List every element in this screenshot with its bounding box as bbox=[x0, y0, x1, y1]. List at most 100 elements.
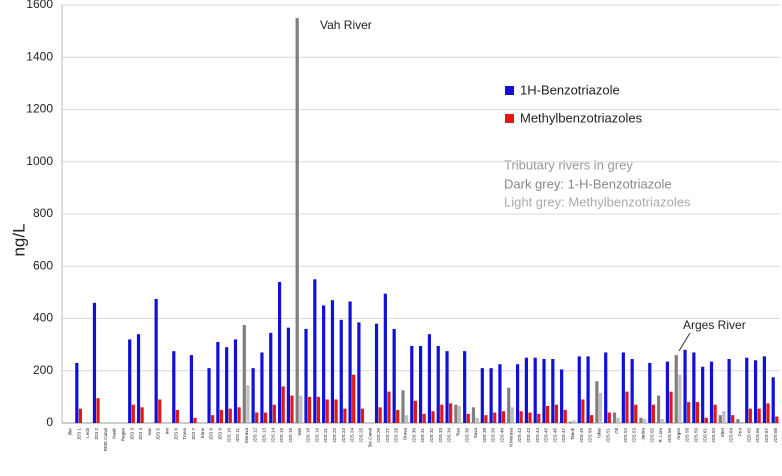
x-tick-label: JDS 68 bbox=[773, 428, 778, 443]
bar bbox=[225, 347, 229, 423]
bar bbox=[374, 323, 379, 423]
bar bbox=[410, 345, 414, 423]
annotation: Arges River bbox=[683, 318, 746, 332]
y-tick-label: 600 bbox=[33, 258, 53, 272]
bar bbox=[524, 357, 528, 423]
x-tick-label: JDS 66 bbox=[755, 428, 760, 443]
y-tick-label: 1000 bbox=[26, 154, 53, 168]
bar bbox=[581, 399, 585, 423]
bar bbox=[172, 351, 176, 423]
x-tick-label: JDS 59 bbox=[693, 428, 698, 443]
bar bbox=[718, 415, 722, 423]
bar bbox=[78, 408, 83, 423]
x-tick-label: JDS 45 bbox=[544, 428, 549, 443]
bar bbox=[687, 402, 691, 423]
bar bbox=[551, 358, 555, 423]
x-tick-label: JDS 1 bbox=[76, 428, 81, 441]
y-axis-label: ng/L bbox=[9, 223, 28, 256]
bar bbox=[255, 412, 259, 423]
bar bbox=[657, 395, 661, 423]
bar bbox=[419, 345, 423, 423]
x-tick-label: JDS 65 bbox=[746, 428, 751, 443]
x-tick-label: Traun bbox=[182, 428, 187, 440]
x-tick-label: Isar bbox=[147, 428, 152, 436]
bar bbox=[713, 404, 717, 423]
bar bbox=[484, 415, 488, 423]
x-tick-label: R. Lom bbox=[658, 428, 663, 443]
bar bbox=[401, 390, 405, 423]
bar bbox=[480, 368, 484, 423]
x-tick-label: JDS 53 bbox=[632, 428, 637, 443]
bar bbox=[674, 355, 678, 423]
x-tick-label: JDS 13 bbox=[262, 428, 267, 443]
bar bbox=[537, 413, 541, 423]
bar bbox=[612, 412, 617, 423]
x-tick-label: JDS 55 bbox=[649, 428, 654, 443]
bar bbox=[189, 355, 194, 423]
bar bbox=[560, 369, 564, 423]
bar bbox=[436, 345, 440, 423]
x-tick-label: JDS 44 bbox=[535, 428, 540, 443]
bar bbox=[731, 415, 735, 423]
x-tick-label: JDS 12 bbox=[253, 428, 258, 443]
x-tick-label: JDS 22 bbox=[332, 428, 337, 443]
x-tick-label: Drava bbox=[403, 428, 408, 441]
bar bbox=[357, 322, 361, 423]
x-tick-label: RMD Canal bbox=[103, 428, 108, 451]
x-tick-label: JDS 26 bbox=[376, 428, 381, 443]
bar bbox=[295, 18, 299, 423]
bar bbox=[378, 407, 382, 423]
x-tick-label: Enns bbox=[200, 427, 205, 438]
bar bbox=[604, 352, 608, 423]
x-tick-label: JDS 64 bbox=[729, 428, 734, 443]
bar bbox=[616, 417, 620, 423]
bar bbox=[590, 415, 594, 423]
bar bbox=[639, 417, 643, 423]
bar bbox=[396, 409, 400, 423]
bar bbox=[449, 403, 453, 423]
x-tick-label: JDS 25 bbox=[358, 428, 363, 443]
bar bbox=[286, 327, 290, 423]
bar bbox=[96, 398, 100, 423]
bar bbox=[316, 396, 321, 423]
x-tick-label: JDS 32 bbox=[429, 428, 434, 443]
bar bbox=[277, 281, 282, 423]
x-tick-label: V.Morava bbox=[508, 428, 513, 447]
x-tick-label: JDS 31 bbox=[420, 428, 425, 443]
bar bbox=[304, 328, 308, 423]
x-tick-label: Timok bbox=[570, 427, 575, 440]
x-tick-label: JDS 9 bbox=[217, 428, 222, 441]
x-tick-label: Iskar bbox=[596, 428, 601, 438]
bar bbox=[325, 399, 329, 423]
annotation: Vah River bbox=[320, 18, 372, 32]
bar bbox=[651, 404, 655, 423]
bar bbox=[568, 421, 573, 423]
bar bbox=[413, 400, 417, 423]
bar bbox=[648, 362, 652, 423]
bar bbox=[228, 408, 232, 423]
x-tick-label: Olt bbox=[614, 427, 619, 434]
bar bbox=[131, 404, 135, 423]
annotation-pointer bbox=[678, 332, 691, 352]
bar bbox=[546, 406, 550, 423]
x-tick-label: JDS 3 bbox=[129, 428, 134, 441]
bar bbox=[431, 411, 435, 423]
legend-label: 1H-Benzotriazole bbox=[520, 82, 620, 97]
x-tick-label: JDS 52 bbox=[623, 428, 628, 443]
bar bbox=[136, 334, 141, 423]
bar bbox=[695, 402, 700, 423]
bar bbox=[701, 366, 705, 423]
bar bbox=[563, 409, 567, 423]
bar bbox=[352, 374, 356, 423]
bar bbox=[775, 416, 779, 423]
bar bbox=[625, 391, 629, 423]
bar bbox=[748, 408, 752, 423]
bar bbox=[572, 420, 576, 423]
bar bbox=[757, 408, 761, 423]
bar bbox=[692, 352, 696, 423]
x-tick-label: JDS 4 bbox=[138, 428, 143, 441]
x-tick-label: JDS 50 bbox=[588, 428, 593, 443]
bar bbox=[577, 356, 581, 423]
bar bbox=[360, 408, 365, 423]
bar bbox=[630, 358, 634, 423]
